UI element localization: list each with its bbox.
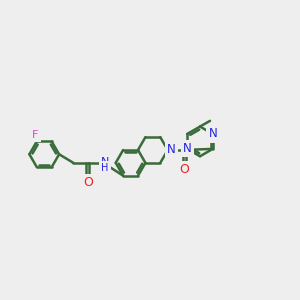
- Text: O: O: [179, 163, 189, 176]
- Text: H: H: [101, 163, 109, 173]
- Text: O: O: [83, 176, 93, 189]
- Text: N: N: [208, 128, 217, 140]
- Text: N: N: [167, 143, 176, 157]
- Text: N: N: [101, 157, 109, 167]
- Text: F: F: [32, 130, 39, 140]
- Text: N: N: [183, 142, 191, 155]
